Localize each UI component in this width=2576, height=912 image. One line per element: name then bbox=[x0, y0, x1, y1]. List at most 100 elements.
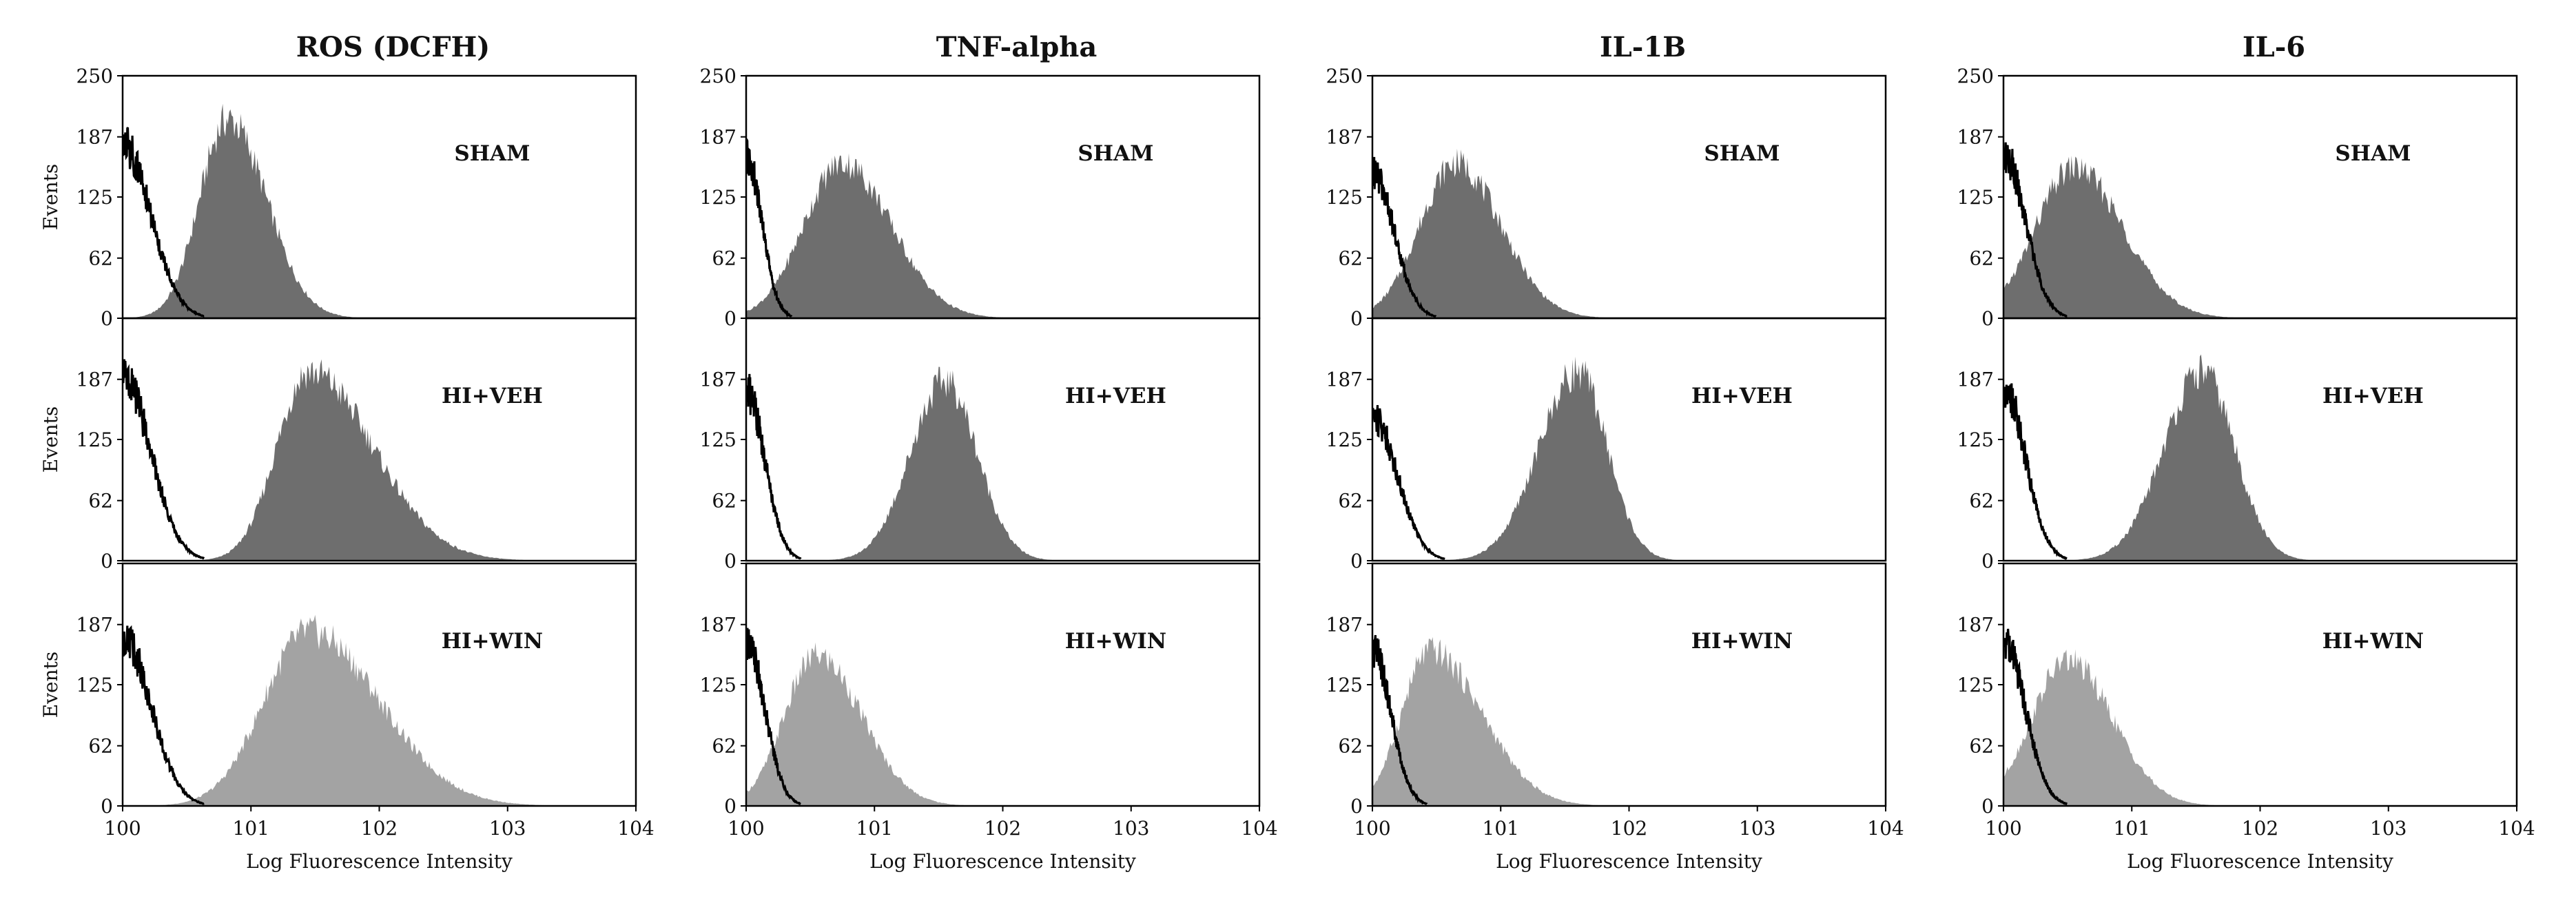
x-tick-label: 104 bbox=[1867, 817, 1904, 840]
x-axis-label: Log Fluorescence Intensity bbox=[1496, 850, 1762, 873]
x-tick-label: 101 bbox=[2114, 817, 2150, 840]
y-tick-label: 250 bbox=[700, 65, 736, 87]
x-axis-label: Log Fluorescence Intensity bbox=[246, 850, 513, 873]
y-tick-label: 62 bbox=[712, 490, 736, 512]
y-tick-label: 125 bbox=[1957, 674, 1994, 696]
control-histogram-line bbox=[2003, 628, 2068, 806]
control-histogram-line bbox=[745, 138, 793, 318]
y-tick-label: 187 bbox=[1957, 614, 1994, 636]
y-axis-label: Events bbox=[39, 652, 62, 718]
x-tick-label: 104 bbox=[617, 817, 654, 840]
x-tick-label: 104 bbox=[1241, 817, 1277, 840]
y-tick-label: 187 bbox=[700, 614, 736, 636]
x-tick-label: 102 bbox=[2242, 817, 2278, 840]
y-tick-label: 0 bbox=[101, 795, 113, 818]
filled-histogram bbox=[746, 642, 1259, 806]
histogram-panel: 0 62 125 187 Events HI+VEH bbox=[39, 317, 637, 572]
y-tick-label: 0 bbox=[1350, 795, 1363, 818]
histogram-panel: 0 62 125 187 HI+WIN 100 101 102 103 104 Log Fluore… bbox=[1326, 562, 1904, 873]
y-tick-label: 62 bbox=[1969, 247, 1994, 270]
filled-histogram bbox=[746, 153, 1259, 318]
filled-histogram bbox=[123, 359, 636, 561]
y-tick-label: 250 bbox=[1957, 65, 1994, 87]
histogram-panel: 0 62 125 187 HI+VEH bbox=[1957, 317, 2518, 572]
y-tick-label: 62 bbox=[1338, 490, 1363, 512]
y-tick-label: 62 bbox=[88, 490, 113, 512]
y-tick-label: 62 bbox=[712, 735, 736, 758]
group-label: HI+WIN bbox=[1691, 629, 1793, 654]
histogram-panel: 0 62 125 187 250 SHAM bbox=[1957, 65, 2518, 330]
x-tick-label: 101 bbox=[1483, 817, 1519, 840]
group-label: HI+WIN bbox=[2322, 629, 2424, 654]
control-histogram-line bbox=[2003, 383, 2068, 561]
x-tick-label: 103 bbox=[2370, 817, 2407, 840]
y-tick-label: 125 bbox=[1326, 674, 1363, 696]
group-label: SHAM bbox=[1704, 141, 1780, 166]
x-tick-label: 100 bbox=[104, 817, 141, 840]
x-tick-label: 102 bbox=[361, 817, 398, 840]
y-tick-label: 187 bbox=[1957, 369, 1994, 391]
y-tick-label: 62 bbox=[88, 735, 113, 758]
control-histogram-line bbox=[1372, 634, 1428, 805]
y-tick-label: 125 bbox=[1326, 428, 1363, 451]
control-histogram-line bbox=[2003, 142, 2068, 318]
y-axis-label: Events bbox=[39, 406, 62, 473]
group-label: HI+VEH bbox=[2322, 384, 2424, 408]
y-tick-label: 0 bbox=[1981, 795, 1994, 818]
y-tick-label: 187 bbox=[76, 369, 113, 391]
x-axis-label: Log Fluorescence Intensity bbox=[869, 850, 1136, 873]
y-tick-label: 0 bbox=[724, 550, 736, 572]
y-tick-label: 0 bbox=[101, 550, 113, 572]
x-tick-label: 102 bbox=[1611, 817, 1647, 840]
histogram-panel: 0 62 125 187 HI+WIN 100 101 102 103 104 Log Fluore… bbox=[700, 562, 1278, 873]
x-tick-label: 100 bbox=[1985, 817, 2021, 840]
filled-histogram bbox=[2003, 354, 2517, 561]
y-tick-label: 62 bbox=[712, 247, 736, 270]
y-tick-label: 125 bbox=[1957, 428, 1994, 451]
y-axis-label: Events bbox=[39, 164, 62, 230]
y-tick-label: 62 bbox=[1969, 735, 1994, 758]
y-tick-label: 0 bbox=[1981, 307, 1994, 330]
x-tick-label: 103 bbox=[489, 817, 526, 840]
filled-histogram bbox=[1372, 356, 1886, 561]
filled-histogram bbox=[1372, 148, 1886, 318]
column-title: ROS (DCFH) bbox=[296, 31, 490, 63]
y-tick-label: 125 bbox=[700, 674, 736, 696]
y-tick-label: 62 bbox=[1338, 735, 1363, 758]
control-histogram-line bbox=[745, 373, 802, 560]
x-axis-label: Log Fluorescence Intensity bbox=[2127, 850, 2393, 873]
filled-histogram bbox=[123, 614, 636, 806]
y-tick-label: 0 bbox=[1350, 307, 1363, 330]
x-tick-label: 100 bbox=[728, 817, 764, 840]
group-label: SHAM bbox=[454, 141, 530, 166]
x-tick-label: 100 bbox=[1354, 817, 1390, 840]
control-histogram-line bbox=[122, 359, 205, 560]
control-histogram-line bbox=[1372, 156, 1437, 318]
histogram-panel: 0 62 125 187 250 Events SHAM bbox=[39, 65, 637, 330]
y-tick-label: 125 bbox=[76, 428, 113, 451]
y-tick-label: 0 bbox=[1981, 550, 1994, 572]
plot-root: ROS (DCFH) TNF-alpha IL-1B IL-6 0 62 125 187 250… bbox=[39, 31, 2535, 873]
y-tick-label: 0 bbox=[1350, 550, 1363, 572]
control-histogram-line bbox=[1372, 404, 1445, 560]
y-tick-label: 125 bbox=[1957, 186, 1994, 209]
histogram-panel: 0 62 125 187 HI+VEH bbox=[700, 317, 1261, 572]
group-label: HI+VEH bbox=[1065, 384, 1166, 408]
x-tick-label: 104 bbox=[2498, 817, 2535, 840]
column-title: IL-6 bbox=[2243, 31, 2305, 63]
y-tick-label: 187 bbox=[1957, 126, 1994, 149]
histogram-panel: 0 62 125 187 Events HI+WIN 100 101 102 103 104 Log … bbox=[39, 562, 655, 873]
group-label: HI+VEH bbox=[1691, 384, 1793, 408]
y-tick-label: 187 bbox=[700, 369, 736, 391]
y-tick-label: 125 bbox=[76, 674, 113, 696]
y-tick-label: 187 bbox=[1326, 614, 1363, 636]
filled-histogram bbox=[746, 366, 1259, 561]
control-histogram-line bbox=[745, 628, 801, 805]
y-tick-label: 250 bbox=[76, 65, 113, 87]
histogram-panel: 0 62 125 187 250 SHAM bbox=[1326, 65, 1887, 330]
column-title: TNF-alpha bbox=[936, 31, 1098, 63]
y-tick-label: 187 bbox=[1326, 369, 1363, 391]
y-tick-label: 125 bbox=[700, 428, 736, 451]
y-tick-label: 125 bbox=[76, 186, 113, 209]
